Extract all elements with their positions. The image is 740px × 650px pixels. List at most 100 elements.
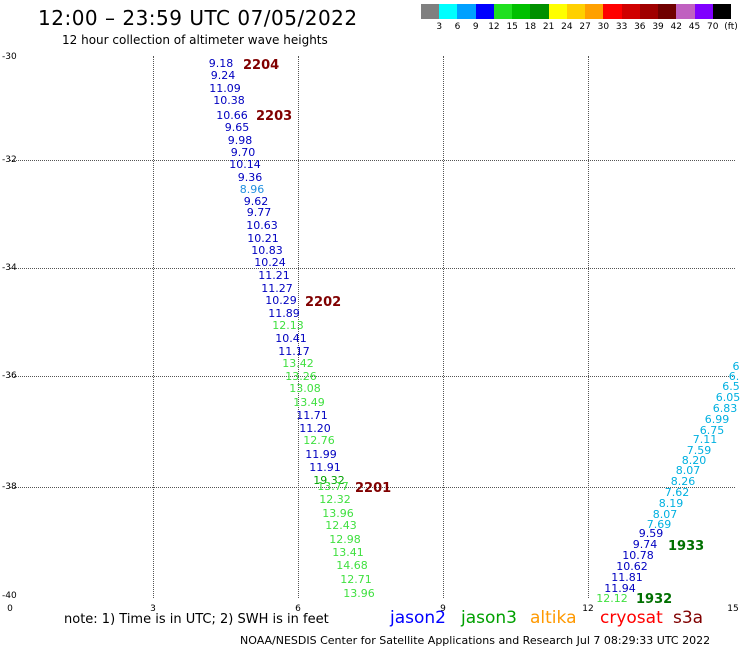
footer-credit: NOAA/NESDIS Center for Satellite Applica… — [240, 634, 711, 647]
wave-height-value: 11.17 — [278, 345, 310, 358]
legend-label: 36 — [634, 22, 646, 32]
wave-height-value: 13.41 — [332, 546, 364, 559]
satellite-label-cryosat: cryosat — [600, 608, 663, 628]
satellite-label-jason3: jason3 — [461, 608, 517, 628]
wave-height-value: 8.20 — [681, 454, 707, 467]
wave-height-value: 12.76 — [303, 434, 335, 447]
wave-height-value: 19.32 — [313, 474, 345, 487]
longitude-label: 9 — [440, 604, 446, 614]
wave-height-value: 9.98 — [227, 134, 253, 147]
wave-height-value: 13.42 — [282, 357, 314, 370]
wave-height-value: 6 — [732, 360, 740, 373]
latitude-label: -30 — [2, 52, 17, 62]
legend-swatch — [548, 4, 567, 19]
latitude-label: -38 — [2, 482, 17, 492]
longitude-label: 6 — [295, 604, 301, 614]
legend-swatch — [621, 4, 640, 19]
wave-height-value: 10.21 — [247, 232, 279, 245]
wave-height-value: 9.18 — [208, 57, 234, 70]
wave-height-value: 13.96 — [343, 587, 375, 600]
legend-label: 33 — [615, 22, 628, 32]
legend-label: 12 — [488, 22, 500, 32]
satellite-label-s3a: s3a — [673, 608, 704, 628]
wave-height-value: 13.96 — [322, 507, 354, 520]
wave-height-value: 11.94 — [604, 582, 636, 595]
legend-label: 30 — [597, 22, 610, 32]
legend-swatch — [457, 4, 476, 19]
wave-height-value: 10.83 — [251, 244, 283, 257]
wave-height-value: 7.62 — [664, 486, 690, 499]
wave-height-value: 11.89 — [268, 307, 300, 320]
legend-swatch — [493, 4, 513, 19]
wave-height-value: 8.96 — [239, 183, 265, 196]
wave-height-value: 9.59 — [638, 527, 664, 540]
latitude-gridline — [10, 268, 735, 269]
legend-swatch — [512, 4, 531, 19]
latitude-label: -34 — [2, 263, 17, 273]
wave-height-value: 12.32 — [319, 493, 351, 506]
legend-swatch — [530, 4, 549, 19]
legend-swatch — [603, 4, 622, 19]
legend-label: 70 — [707, 22, 719, 32]
wave-height-value: 6. — [728, 370, 740, 383]
longitude-gridline — [443, 56, 444, 598]
wave-height-value: 11.99 — [305, 448, 337, 461]
wave-height-value: 8.07 — [675, 464, 701, 477]
latitude-gridline — [10, 487, 735, 488]
page-title: 12:00 – 23:59 UTC 07/05/2022 — [38, 6, 358, 30]
wave-height-value: 8.19 — [658, 497, 684, 510]
wave-height-value: 10.78 — [622, 549, 654, 562]
longitude-label: 15 — [727, 604, 739, 614]
map-plot-area — [10, 56, 735, 598]
wave-height-value: 11.21 — [258, 269, 290, 282]
track-label: 2201 — [355, 481, 392, 496]
wave-height-value: 6.05 — [715, 391, 740, 404]
legend-label: 9 — [472, 22, 479, 32]
track-label: 2202 — [305, 295, 342, 310]
latitude-label: -32 — [2, 155, 17, 165]
wave-height-value: 13.26 — [285, 370, 317, 383]
longitude-gridline — [153, 56, 154, 598]
legend-label: 18 — [524, 22, 537, 32]
legend-swatch — [475, 4, 494, 19]
wave-height-value: 10.63 — [246, 219, 278, 232]
wave-height-value: 13.49 — [293, 396, 325, 409]
wave-height-value: 9.62 — [243, 195, 269, 208]
legend-swatch — [676, 4, 695, 19]
wave-height-value: 9.77 — [246, 206, 272, 219]
satellite-label-jason2: jason2 — [390, 608, 446, 628]
legend-swatch — [421, 4, 440, 19]
wave-height-value: 10.66 — [216, 109, 248, 122]
wave-height-value: 13.08 — [289, 382, 321, 395]
legend-label: 6 — [454, 22, 461, 32]
wave-height-value: 12.98 — [329, 533, 361, 546]
color-scale-labels: 3 6 9 12 15 18 21 24 27 30 33 36 39 42 45 70 (ft) — [421, 22, 740, 34]
wave-height-value: 12.71 — [340, 573, 372, 586]
longitude-label: 12 — [582, 604, 594, 614]
wave-height-value: 11.91 — [309, 461, 341, 474]
longitude-gridline — [588, 56, 589, 598]
wave-height-value: 12.43 — [325, 519, 357, 532]
wave-height-value: 7.11 — [692, 433, 718, 446]
wave-height-value: 9.70 — [230, 146, 256, 159]
legend-swatch — [694, 4, 713, 19]
wave-height-value: 6.75 — [699, 424, 725, 437]
wave-height-value: 9.24 — [210, 69, 236, 82]
track-label: 1933 — [668, 539, 705, 554]
legend-label: 39 — [652, 22, 664, 32]
legend-label: 24 — [561, 22, 573, 32]
legend-swatch — [439, 4, 458, 19]
wave-height-value: 11.09 — [209, 82, 241, 95]
wave-height-value: 11.20 — [299, 422, 331, 435]
wave-height-value: 8.26 — [670, 475, 696, 488]
wave-height-value: 10.29 — [265, 294, 297, 307]
legend-label: 42 — [670, 22, 683, 32]
latitude-gridline — [10, 376, 735, 377]
wave-height-value: 10.41 — [275, 332, 307, 345]
wave-height-value: 7.69 — [646, 518, 672, 531]
wave-height-value: 9.65 — [224, 121, 250, 134]
wave-height-value: 6.5 — [722, 380, 740, 393]
color-scale-legend — [421, 4, 731, 19]
legend-label: 21 — [542, 22, 555, 32]
track-label: 2203 — [256, 109, 293, 124]
